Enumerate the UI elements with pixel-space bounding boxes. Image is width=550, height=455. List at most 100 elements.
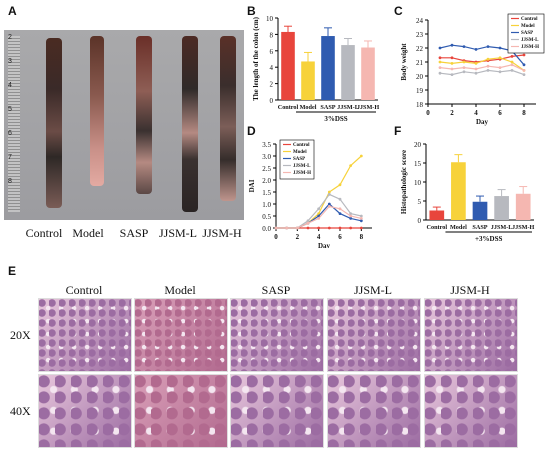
- data-point: [450, 62, 454, 65]
- histology-image: [327, 374, 421, 448]
- chart-f-histopathologic-score: 0 5 10 15 20 Control Model SASP JJSM-L JJSM-H +3%D…: [400, 141, 535, 243]
- data-point: [338, 212, 342, 215]
- data-point: [349, 226, 353, 230]
- x-tick-label: Model: [450, 224, 467, 231]
- series-line: [439, 69, 525, 76]
- data-point: [522, 69, 526, 72]
- ruler-mark: 2: [8, 34, 12, 41]
- legend-entry: JJSM-L: [521, 38, 539, 43]
- panel-letter-d: D: [247, 124, 256, 138]
- data-point: [450, 73, 454, 76]
- colon-sasp: [136, 36, 152, 194]
- data-point: [510, 60, 514, 64]
- histology-image: [327, 298, 421, 372]
- bar: [451, 162, 466, 220]
- series-line: [439, 57, 525, 71]
- histology-column-title: JJSM-L: [353, 283, 392, 297]
- histology-image: [424, 374, 518, 448]
- legend-entry: Control: [521, 17, 538, 22]
- y-tick-label: 19: [416, 87, 424, 95]
- panel-letter-f: F: [394, 124, 402, 138]
- legend-entry: JJSM-H: [293, 171, 311, 176]
- panel-letter-e: E: [8, 264, 17, 278]
- series-line: [439, 64, 525, 71]
- data-point: [498, 56, 502, 60]
- data-point: [438, 56, 442, 60]
- bar: [301, 61, 315, 100]
- histology-image: [134, 374, 228, 448]
- histology-image: [38, 298, 132, 372]
- group-label: JJSM-L: [158, 226, 197, 240]
- legend-entry: JJSM-H: [521, 45, 539, 50]
- x-tick-label: SASP: [472, 224, 487, 231]
- data-point: [338, 207, 342, 211]
- group-label: +3%DSS: [475, 235, 502, 243]
- data-point: [327, 226, 331, 230]
- data-point: [486, 45, 490, 48]
- data-point: [285, 226, 289, 230]
- data-point: [474, 67, 478, 71]
- data-point: [438, 71, 442, 75]
- data-point: [462, 45, 466, 48]
- data-point: [486, 69, 490, 72]
- data-point: [338, 197, 342, 201]
- histology-row-title: 20X: [10, 328, 31, 342]
- histology-image: [230, 298, 324, 372]
- group-label: 3%DSS: [324, 115, 347, 123]
- y-tick-label: 0.5: [262, 213, 271, 221]
- data-point: [349, 217, 353, 220]
- y-tick-label: 2: [270, 81, 274, 89]
- data-point: [486, 57, 490, 61]
- colon-jjsm-l: [182, 36, 198, 212]
- legend-entry: JJSM-L: [293, 164, 311, 169]
- data-point: [359, 154, 363, 158]
- data-point: [359, 219, 363, 223]
- colon-photograph: [4, 30, 244, 220]
- group-label: Model: [72, 226, 104, 240]
- bar: [429, 210, 445, 220]
- x-axis-label: Day: [476, 118, 489, 126]
- x-tick-label: JJSM-L: [491, 224, 513, 231]
- panel-letter-b: B: [247, 4, 256, 18]
- x-tick-label: JJSM-L: [337, 104, 359, 111]
- y-tick-label: 3.0: [262, 153, 271, 161]
- x-tick-label: Control: [427, 224, 448, 231]
- bar: [472, 201, 488, 220]
- y-tick-label: 22: [416, 45, 424, 53]
- x-tick-label: 0: [274, 233, 278, 241]
- data-point: [462, 70, 466, 74]
- data-point: [498, 70, 502, 74]
- series-line: [276, 193, 362, 229]
- y-tick-label: 5: [418, 198, 422, 206]
- data-point: [317, 212, 321, 215]
- data-point: [338, 226, 342, 230]
- y-tick-label: 0: [270, 97, 274, 105]
- data-point: [327, 190, 331, 194]
- data-point: [522, 53, 526, 57]
- panel-letter-a: A: [8, 4, 17, 18]
- data-point: [359, 214, 363, 218]
- group-label: SASP: [119, 226, 149, 240]
- bar: [341, 45, 355, 100]
- data-point: [359, 217, 363, 220]
- data-point: [450, 67, 454, 71]
- x-tick-label: 4: [317, 233, 321, 241]
- legend-entry: Control: [293, 143, 310, 148]
- data-point: [510, 55, 514, 58]
- histology-column-title: SASP: [261, 283, 291, 297]
- data-point: [438, 46, 442, 50]
- histology-row-title: 40X: [10, 404, 31, 418]
- bar: [321, 36, 335, 100]
- histology-image: [134, 298, 228, 372]
- legend-entry: Model: [293, 150, 307, 155]
- group-label: Control: [25, 226, 63, 240]
- ruler-mark: 3: [8, 58, 12, 65]
- data-point: [450, 43, 454, 47]
- data-point: [450, 56, 454, 60]
- group-label: JJSM-H: [202, 226, 242, 240]
- x-tick-label: SASP: [320, 104, 335, 111]
- data-point: [317, 217, 321, 220]
- data-point: [498, 66, 502, 69]
- data-point: [327, 202, 331, 206]
- ruler-mark: 6: [8, 130, 12, 137]
